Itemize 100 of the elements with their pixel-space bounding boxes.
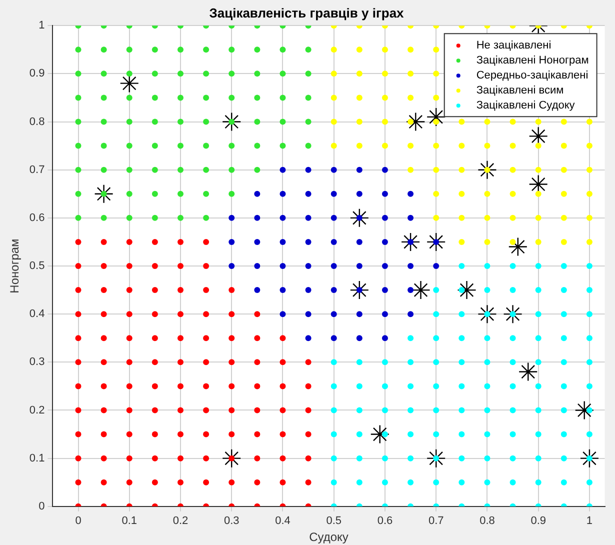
point xyxy=(508,237,528,256)
legend-label: Середньо-зацікавлені xyxy=(476,70,588,82)
x-tick-label: 0.1 xyxy=(122,515,138,528)
point xyxy=(382,190,388,197)
x-tick-label: 0.5 xyxy=(326,515,342,528)
point xyxy=(433,238,440,245)
point xyxy=(305,238,312,245)
point xyxy=(280,311,286,318)
point xyxy=(330,287,337,294)
point xyxy=(426,232,446,252)
point xyxy=(408,238,414,245)
x-tick-label: 0.2 xyxy=(172,515,188,528)
point xyxy=(305,287,312,294)
point xyxy=(280,263,286,269)
y-tick-label: 0.8 xyxy=(29,116,45,128)
y-tick-label: 0.9 xyxy=(29,68,45,80)
point xyxy=(356,335,362,342)
x-tick-label: 0.9 xyxy=(530,515,546,528)
point xyxy=(356,311,362,318)
point xyxy=(350,208,370,228)
point xyxy=(408,190,414,197)
point xyxy=(280,287,286,294)
point xyxy=(574,400,594,420)
point xyxy=(330,238,337,245)
point xyxy=(518,362,538,382)
point xyxy=(356,166,362,173)
x-tick-label: 1 xyxy=(586,515,593,528)
x-axis-title: Судоку xyxy=(309,530,348,544)
x-tick-label: 0 xyxy=(75,515,82,528)
point xyxy=(400,232,420,252)
y-axis-title: Нонограм xyxy=(8,238,22,294)
point xyxy=(305,335,312,342)
legend-label: Зацікавлені Нонограм xyxy=(476,54,589,67)
y-tick-label: 0.1 xyxy=(29,452,45,464)
point xyxy=(356,238,362,245)
x-tick-label: 0.8 xyxy=(480,515,495,528)
point xyxy=(305,190,312,197)
point xyxy=(254,190,260,197)
point xyxy=(350,280,370,300)
point xyxy=(280,238,286,245)
point xyxy=(330,214,337,221)
point xyxy=(228,238,235,245)
x-tick-label: 0.3 xyxy=(224,515,240,528)
point xyxy=(478,304,497,324)
point xyxy=(382,166,388,173)
y-tick-label: 0.2 xyxy=(29,404,45,416)
point xyxy=(382,263,388,269)
point xyxy=(330,311,337,318)
point xyxy=(330,190,337,197)
point xyxy=(411,280,430,300)
point xyxy=(478,160,497,180)
point xyxy=(280,214,286,221)
y-tick-label: 0 xyxy=(38,500,45,512)
point xyxy=(426,448,446,468)
point xyxy=(408,214,414,221)
y-tick-label: 0.5 xyxy=(29,260,45,272)
point xyxy=(254,287,260,294)
point xyxy=(330,263,337,269)
point xyxy=(280,190,286,197)
y-tick-label: 0.4 xyxy=(29,308,45,320)
y-tick-label: 0.6 xyxy=(29,212,45,224)
legend-label: Зацікавлені всим xyxy=(476,84,564,97)
point xyxy=(254,263,260,269)
point xyxy=(228,263,235,269)
point xyxy=(222,112,242,132)
point xyxy=(382,238,388,245)
point xyxy=(457,280,476,300)
legend-label: Не зацікавлені xyxy=(476,40,552,52)
chart-title: Зацікавленість гравців у іграх xyxy=(209,5,405,20)
x-tick-label: 0.4 xyxy=(275,515,290,528)
point xyxy=(356,214,362,221)
x-tick-label: 0.6 xyxy=(377,515,393,528)
point xyxy=(382,287,388,294)
point xyxy=(426,107,446,127)
point xyxy=(222,448,242,468)
point xyxy=(305,311,312,318)
point xyxy=(503,304,522,324)
point xyxy=(382,335,388,342)
point xyxy=(382,214,388,221)
point xyxy=(305,166,312,173)
point xyxy=(305,214,312,221)
y-tick-label: 1 xyxy=(38,20,45,32)
point xyxy=(408,263,414,269)
point xyxy=(433,263,440,269)
point xyxy=(408,287,414,294)
x-tick-label: 0.7 xyxy=(428,515,444,528)
point xyxy=(94,184,114,204)
y-tick-label: 0.3 xyxy=(29,356,45,368)
point xyxy=(356,263,362,269)
point xyxy=(382,311,388,318)
point xyxy=(406,112,426,132)
point xyxy=(356,287,362,294)
point xyxy=(356,190,362,197)
point xyxy=(330,166,337,173)
y-tick-label: 0.7 xyxy=(29,164,45,176)
point xyxy=(408,311,414,318)
point xyxy=(254,214,260,221)
point xyxy=(305,263,312,269)
point xyxy=(580,448,600,468)
point xyxy=(280,166,286,173)
